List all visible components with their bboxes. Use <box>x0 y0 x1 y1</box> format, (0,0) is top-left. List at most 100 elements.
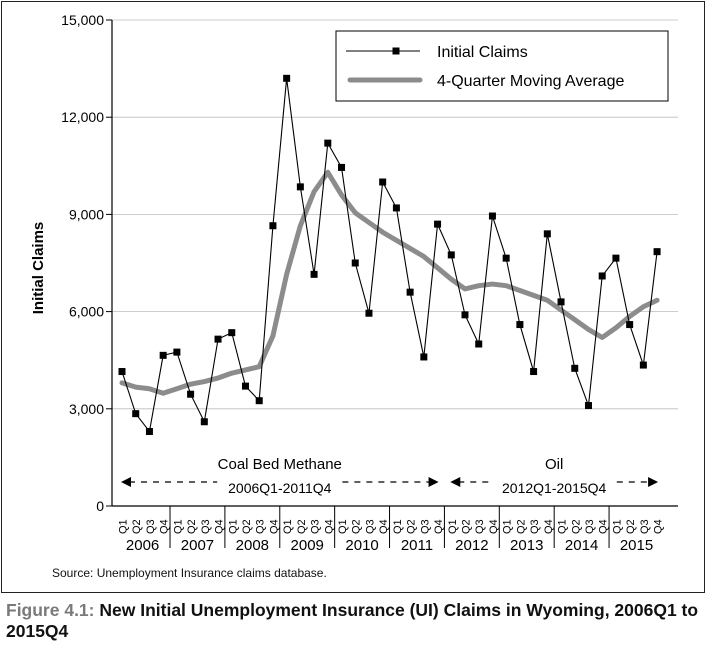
x-tick-label-quarter: Q4 <box>653 519 665 534</box>
initial-claims-point <box>365 309 373 317</box>
x-tick-label-quarter: Q1 <box>447 519 459 534</box>
initial-claims-point <box>626 321 634 329</box>
initial-claims-point <box>200 418 208 426</box>
axes: 0 3,000 6,000 9,000 12,000 15,000 Initial Clai… <box>30 12 678 554</box>
x-tick-label-year: 2011 <box>401 537 433 554</box>
y-tick-label: 6,000 <box>69 304 104 320</box>
initial-claims-point <box>543 230 551 238</box>
initial-claims-point <box>530 368 538 376</box>
period-annotations: Coal Bed Methane 2006Q1-2011Q4 Oil 2012Q1-2… <box>121 456 659 496</box>
initial-claims-point <box>653 248 661 256</box>
initial-claims-point <box>283 74 291 82</box>
annotation-arrowhead-right <box>648 477 659 487</box>
x-tick-label-year: 2012 <box>455 537 488 554</box>
x-tick-label-quarter: Q3 <box>419 519 431 534</box>
initial-claims-point <box>434 220 442 228</box>
annotation-arrowhead-left <box>450 477 461 487</box>
legend-claims-label: Initial Claims <box>437 44 528 61</box>
x-tick-label-quarter: Q3 <box>145 519 157 534</box>
figure-title: New Initial Unemployment Insurance (UI) … <box>6 600 699 641</box>
annotation-arrowhead-left <box>121 477 131 487</box>
legend: Initial Claims 4-Quarter Moving Average <box>335 30 669 102</box>
x-tick-label-year: 2009 <box>291 537 324 554</box>
x-tick-label-quarter: Q4 <box>268 519 280 534</box>
x-tick-label-quarter: Q1 <box>337 519 349 534</box>
initial-claims-point <box>420 353 428 361</box>
initial-claims-point <box>406 288 414 296</box>
claims-line-chart: 0 3,000 6,000 9,000 12,000 15,000 Initial Clai… <box>30 12 678 554</box>
initial-claims-point <box>557 298 565 306</box>
x-tick-label-quarter: Q2 <box>570 519 582 534</box>
initial-claims-point <box>639 361 647 369</box>
initial-claims-point <box>214 335 222 343</box>
initial-claims-point <box>338 163 346 171</box>
initial-claims-point <box>255 397 263 405</box>
x-tick-label-quarter: Q4 <box>214 519 226 534</box>
x-tick-label-quarter: Q2 <box>625 519 637 534</box>
chart-frame <box>1 1 705 593</box>
x-tick-label-year: 2010 <box>345 537 378 554</box>
initial-claims-point <box>132 410 140 418</box>
figure-label: Figure 4.1: <box>6 600 95 620</box>
initial-claims-point <box>488 212 496 220</box>
x-tick-label-quarter: Q2 <box>296 519 308 534</box>
x-tick-label-quarter: Q3 <box>584 519 596 534</box>
initial-claims-point <box>571 364 579 372</box>
x-tick-label-quarter: Q3 <box>364 519 376 534</box>
initial-claims-point <box>145 427 153 435</box>
initial-claims-point <box>612 254 620 262</box>
x-tick-label-quarter: Q4 <box>159 519 171 534</box>
initial-claims-point <box>118 368 126 376</box>
legend-claims-marker <box>392 47 400 55</box>
moving-average-line <box>119 169 660 396</box>
initial-claims-point <box>351 259 359 267</box>
x-tick-label-quarter: Q1 <box>118 519 130 534</box>
y-axis-title: Initial Claims <box>30 222 47 315</box>
initial-claims-point <box>187 390 195 398</box>
initial-claims-point <box>241 382 249 390</box>
initial-claims-point <box>173 348 181 356</box>
x-tick-label-year: 2014 <box>565 537 598 554</box>
annotation-title: Coal Bed Methane <box>218 456 342 473</box>
initial-claims-point <box>516 321 524 329</box>
x-tick-label-quarter: Q1 <box>172 519 184 534</box>
x-tick-label-quarter: Q3 <box>639 519 651 534</box>
x-tick-label-quarter: Q2 <box>351 519 363 534</box>
initial-claims-point <box>324 139 332 147</box>
annotation-period: 2012Q1-2015Q4 <box>502 480 607 496</box>
y-tick-label: 3,000 <box>69 401 104 417</box>
x-tick-label-quarter: Q2 <box>241 519 253 534</box>
x-tick-label-quarter: Q3 <box>255 519 267 534</box>
annotation-period: 2006Q1-2011Q4 <box>228 480 331 496</box>
x-tick-label-quarter: Q4 <box>433 519 445 534</box>
y-tick-label: 0 <box>96 498 104 514</box>
x-tick-label-quarter: Q4 <box>598 519 610 534</box>
x-tick-label-quarter: Q1 <box>227 519 239 534</box>
x-tick-label-quarter: Q3 <box>200 519 212 534</box>
x-tick-label-quarter: Q1 <box>282 519 294 534</box>
x-tick-label-year: 2015 <box>620 537 653 554</box>
x-tick-label-quarter: Q1 <box>557 519 569 534</box>
x-tick-label-quarter: Q2 <box>461 519 473 534</box>
legend-moving-average-label: 4-Quarter Moving Average <box>437 73 624 90</box>
x-tick-label-quarter: Q1 <box>392 519 404 534</box>
initial-claims-point <box>475 340 483 348</box>
x-tick-label-quarter: Q3 <box>529 519 541 534</box>
x-tick-label-quarter: Q2 <box>406 519 418 534</box>
x-tick-label-quarter: Q4 <box>543 519 555 534</box>
x-tick-label-quarter: Q3 <box>310 519 322 534</box>
initial-claims-point <box>269 222 277 230</box>
initial-claims-point <box>584 402 592 410</box>
x-tick-label-year: 2008 <box>236 537 269 554</box>
initial-claims-point <box>598 272 606 280</box>
source-note: Source: Unemployment Insurance claims da… <box>52 566 327 580</box>
x-tick-label-quarter: Q4 <box>378 519 390 534</box>
x-tick-label-year: 2006 <box>126 537 159 554</box>
y-tick-label: 15,000 <box>61 12 104 28</box>
x-tick-label-quarter: Q1 <box>611 519 623 534</box>
annotation-arrowhead-right <box>428 477 439 487</box>
x-tick-label-year: 2007 <box>181 537 214 554</box>
x-tick-label-quarter: Q2 <box>515 519 527 534</box>
initial-claims-point <box>228 329 236 337</box>
x-tick-label-quarter: Q4 <box>488 519 500 534</box>
